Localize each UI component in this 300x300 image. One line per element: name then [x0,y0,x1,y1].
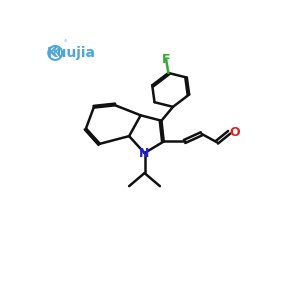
Text: K: K [52,48,59,57]
Text: °: ° [63,40,66,46]
Text: F: F [162,52,170,66]
Text: N: N [139,146,150,160]
Text: O: O [229,126,240,139]
Text: Kuujia: Kuujia [47,46,96,60]
